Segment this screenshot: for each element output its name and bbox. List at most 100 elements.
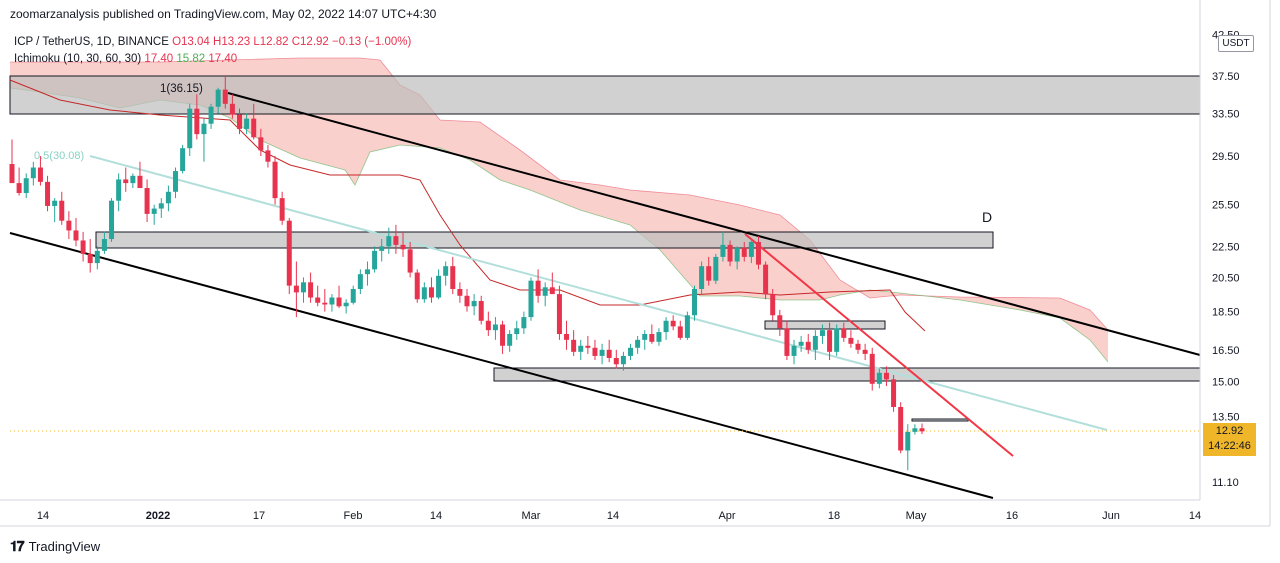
candle-body [357, 274, 363, 289]
currency-badge[interactable]: USDT [1218, 35, 1254, 52]
candle-body [379, 246, 385, 251]
support-zone-lower [493, 367, 1201, 382]
indicator-value-2: 15.82 [176, 53, 206, 65]
candle-body [158, 203, 164, 209]
x-tick-label: 14 [1189, 510, 1201, 522]
candle-body [87, 253, 93, 264]
candle-body [23, 178, 29, 194]
candle-body [862, 349, 868, 354]
candle-body [784, 328, 790, 356]
candle-body [9, 164, 15, 184]
symbol-name[interactable]: ICP / TetherUS, 1D, BINANCE [14, 36, 169, 48]
candle-body [620, 355, 626, 365]
candle-body [535, 280, 541, 296]
candle-body [791, 345, 797, 356]
kijun-line [9, 79, 926, 332]
candle-body [130, 175, 136, 184]
candle-body [649, 334, 655, 342]
candle-body [30, 167, 36, 179]
ohlc-open: O13.04 [172, 36, 210, 48]
candle-body [436, 275, 442, 298]
x-tick-label: 14 [430, 510, 442, 522]
chart-annotations: 1(36.15) 0.5(30.08) D [34, 83, 992, 225]
candle-body [819, 330, 825, 336]
small-zone [764, 320, 886, 330]
candle-body [180, 148, 186, 172]
y-tick-label: 33.50 [1212, 109, 1240, 121]
x-tick-label: Mar [522, 510, 541, 522]
resistance-zone-upper [9, 75, 1201, 115]
candle-body [507, 334, 513, 346]
chart-axes: 42.5037.5033.5029.5025.5022.5020.5018.50… [0, 0, 1271, 527]
ichimoku-lines [9, 79, 926, 332]
candle-body [748, 241, 754, 257]
candle-body [66, 220, 72, 231]
candle-body [585, 345, 591, 348]
candle-body [763, 264, 769, 295]
candle-body [251, 118, 257, 138]
candle-body [869, 353, 875, 384]
candle-body [564, 334, 570, 340]
candle-body [805, 341, 811, 350]
candle-body [187, 108, 193, 149]
channel-upper-line [227, 92, 1201, 356]
candle-body [891, 379, 897, 407]
ohlc-high: H13.23 [213, 36, 251, 48]
candle-body [428, 287, 434, 298]
indicator-value-3: 17.40 [208, 53, 238, 65]
candle-body [73, 230, 79, 241]
candle-body [414, 272, 420, 300]
candle-body [308, 282, 314, 298]
candle-body [52, 200, 58, 206]
tradingview-logo[interactable]: 𝟏𝟕 TradingView [10, 538, 100, 555]
candle-body [713, 256, 719, 281]
candle-body [692, 288, 697, 316]
candle-body [876, 372, 882, 384]
candle-body [606, 349, 612, 358]
last-price-tag: 12.92 14:22:46 [1203, 423, 1256, 456]
y-tick-label: 16.50 [1212, 345, 1240, 357]
candle-body [635, 339, 641, 348]
candle-body [898, 406, 904, 451]
ohlc-change: −0.13 (−1.00%) [332, 36, 412, 48]
candle-body [286, 220, 292, 286]
candle-body [393, 236, 399, 245]
tradingview-logo-icon: 𝟏𝟕 [10, 538, 25, 554]
candle-body [777, 315, 783, 329]
candle-body [443, 266, 449, 276]
symbol-row: ICP / TetherUS, 1D, BINANCE O13.04 H13.2… [14, 34, 411, 51]
candle-body [905, 431, 911, 451]
candle-body [322, 302, 328, 305]
x-tick-label: Jun [1102, 510, 1120, 522]
support-resistance-zones [9, 75, 1201, 422]
candle-body [293, 285, 299, 293]
candle-body [364, 269, 370, 275]
candle-body [919, 428, 925, 432]
x-tick-label: Feb [344, 510, 363, 522]
candle-body [37, 167, 43, 182]
candle-body [215, 89, 221, 107]
candle-body [151, 208, 157, 214]
indicator-row: Ichimoku (10, 30, 60, 30) 17.40 15.82 17… [14, 51, 411, 68]
candle-body [222, 89, 228, 104]
indicator-name[interactable]: Ichimoku (10, 30, 60, 30) [14, 53, 142, 65]
x-tick-label: 14 [607, 510, 619, 522]
cloud-area [10, 58, 1108, 362]
candle-body [336, 297, 342, 307]
candle-body [201, 123, 207, 135]
candle-body [229, 103, 235, 115]
candle-body [485, 320, 491, 331]
x-tick-label: 2022 [146, 510, 170, 522]
candle-body [265, 150, 271, 162]
brand-name: TradingView [28, 539, 101, 554]
candle-body [137, 175, 143, 189]
candle-body [315, 297, 321, 303]
leading-span-a [10, 57, 1109, 331]
resistance-zone-middle [95, 231, 994, 249]
x-tick-label: 17 [253, 510, 265, 522]
candle-body [613, 357, 619, 365]
candle-body [144, 188, 150, 214]
candle-body [471, 300, 477, 307]
candle-body [165, 191, 171, 204]
